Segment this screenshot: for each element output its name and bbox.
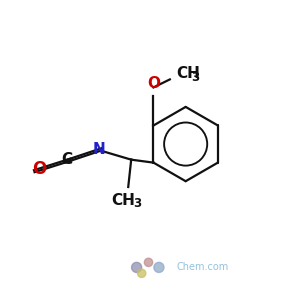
- Text: N: N: [92, 142, 105, 157]
- Circle shape: [137, 269, 146, 278]
- Text: 3: 3: [134, 197, 142, 210]
- Text: O: O: [147, 76, 160, 91]
- Text: O: O: [32, 160, 46, 178]
- Circle shape: [144, 258, 153, 266]
- Circle shape: [132, 262, 142, 272]
- Text: CH: CH: [176, 66, 200, 81]
- Circle shape: [154, 262, 164, 272]
- Text: Chem.com: Chem.com: [177, 262, 229, 272]
- Text: CH: CH: [111, 193, 135, 208]
- Text: C: C: [62, 152, 73, 167]
- Text: 3: 3: [191, 71, 200, 84]
